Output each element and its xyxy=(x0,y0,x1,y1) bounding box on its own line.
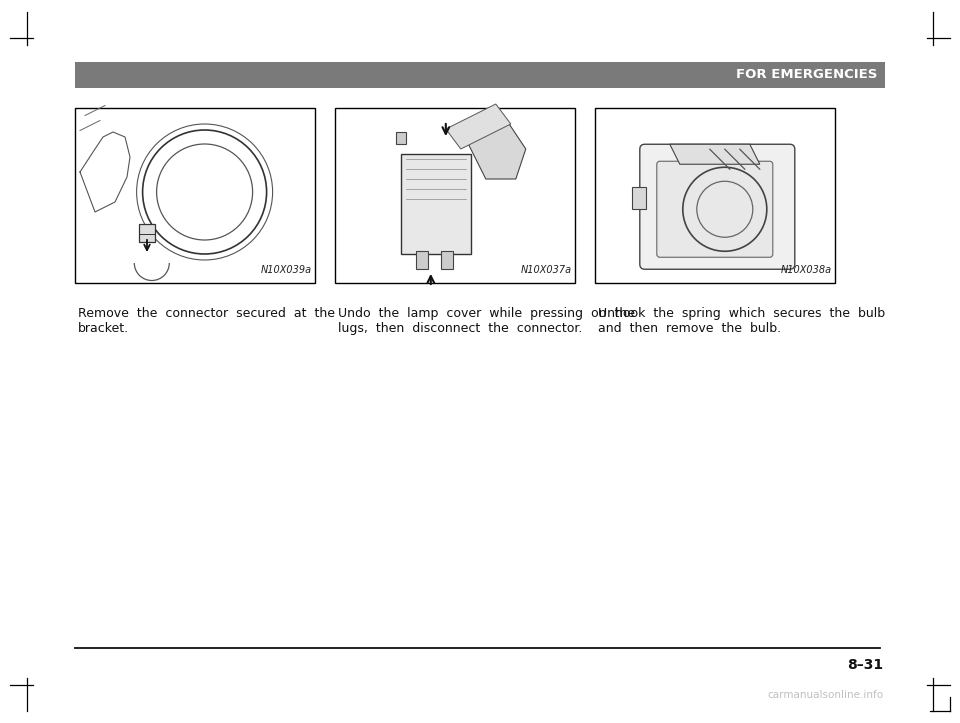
Text: Undo  the  lamp  cover  while  pressing  on  the: Undo the lamp cover while pressing on th… xyxy=(338,307,635,320)
Text: lugs,  then  disconnect  the  connector.: lugs, then disconnect the connector. xyxy=(338,322,583,335)
Text: carmanualsonline.info: carmanualsonline.info xyxy=(767,690,883,700)
Text: and  then  remove  the  bulb.: and then remove the bulb. xyxy=(598,322,781,335)
Text: 8–31: 8–31 xyxy=(847,658,883,672)
Bar xyxy=(441,251,453,269)
Bar xyxy=(401,154,470,254)
Polygon shape xyxy=(466,119,526,179)
Text: FOR EMERGENCIES: FOR EMERGENCIES xyxy=(735,69,877,82)
Bar xyxy=(139,224,155,242)
FancyBboxPatch shape xyxy=(639,145,795,269)
Bar xyxy=(335,108,575,283)
Text: bracket.: bracket. xyxy=(78,322,130,335)
Bar xyxy=(416,251,428,269)
Text: N10X039a: N10X039a xyxy=(261,265,312,275)
Polygon shape xyxy=(670,145,759,164)
Text: Remove  the  connector  secured  at  the: Remove the connector secured at the xyxy=(78,307,335,320)
Text: N10X037a: N10X037a xyxy=(521,265,572,275)
Bar xyxy=(632,187,646,209)
Polygon shape xyxy=(445,104,511,149)
Text: N10X038a: N10X038a xyxy=(780,265,832,275)
Bar xyxy=(396,132,406,144)
Bar xyxy=(75,62,885,88)
Text: Unhook  the  spring  which  secures  the  bulb: Unhook the spring which secures the bulb xyxy=(598,307,885,320)
FancyBboxPatch shape xyxy=(657,161,773,257)
Bar xyxy=(595,108,835,283)
Bar xyxy=(75,108,315,283)
